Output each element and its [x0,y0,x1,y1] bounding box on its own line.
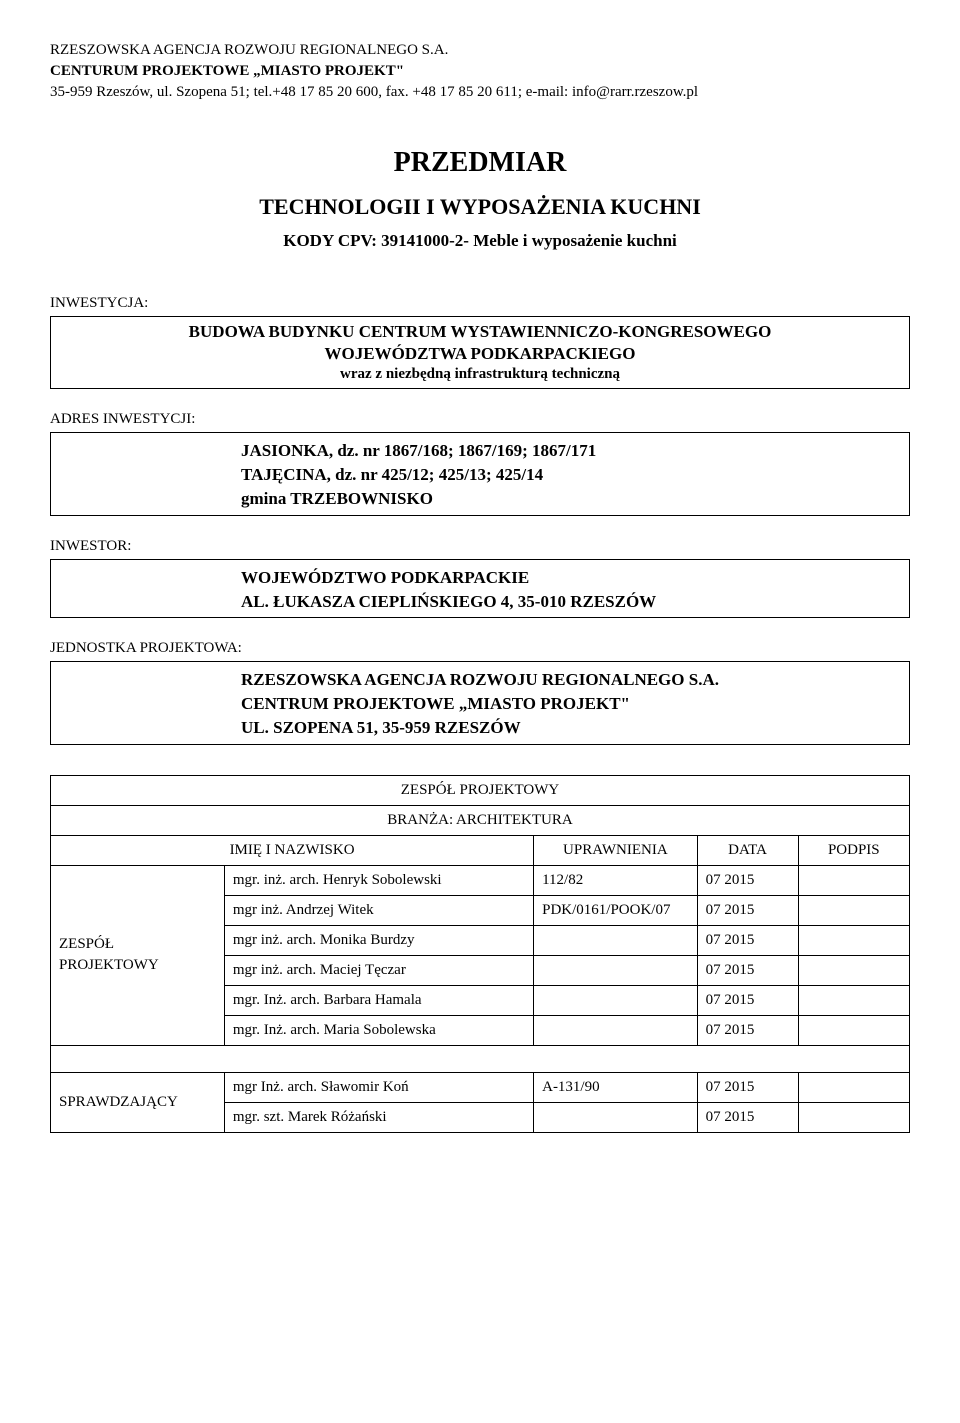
unit-line2: CENTRUM PROJEKTOWE „MIASTO PROJEKT" [241,692,899,716]
person-date: 07 2015 [697,955,798,985]
main-title: PRZEDMIAR [50,143,910,182]
address-box: JASIONKA, dz. nr 1867/168; 1867/169; 186… [50,432,910,515]
investment-box: BUDOWA BUDYNKU CENTRUM WYSTAWIENNICZO-KO… [50,316,910,390]
spacer-row [51,1045,910,1072]
header-name: IMIĘ I NAZWISKO [51,835,534,865]
investment-line2: WOJEWÓDZTWA PODKARPACKIEGO [61,343,899,365]
person-name: mgr. Inż. arch. Barbara Hamala [224,985,533,1015]
investor-box: WOJEWÓDZTWO PODKARPACKIE AL. ŁUKASZA CIE… [50,559,910,619]
person-credential [534,985,697,1015]
cpv-line: KODY CPV: 39141000-2- Meble i wyposażeni… [50,229,910,253]
header-center: CENTURUM PROJEKTOWE „MIASTO PROJEKT" [50,61,910,82]
person-name: mgr inż. arch. Monika Burdzy [224,925,533,955]
person-date: 07 2015 [697,1015,798,1045]
table-row: ZESPÓŁ PROJEKTOWYmgr. inż. arch. Henryk … [51,865,910,895]
group2-label: SPRAWDZAJĄCY [51,1072,225,1132]
header-signature: PODPIS [798,835,909,865]
person-name: mgr inż. arch. Maciej Tęczar [224,955,533,985]
person-signature [798,895,909,925]
person-signature [798,985,909,1015]
person-date: 07 2015 [697,895,798,925]
team-header-row: IMIĘ I NAZWISKO UPRAWNIENIA DATA PODPIS [51,835,910,865]
investor-line2: AL. ŁUKASZA CIEPLIŃSKIEGO 4, 35-010 RZES… [241,590,899,614]
group1-label: ZESPÓŁ PROJEKTOWY [51,865,225,1045]
header-org: RZESZOWSKA AGENCJA ROZWOJU REGIONALNEGO … [50,40,910,61]
person-credential [534,1102,697,1132]
sub-title: TECHNOLOGII I WYPOSAŻENIA KUCHNI [50,192,910,223]
team-title-1: ZESPÓŁ PROJEKTOWY [51,775,910,805]
team-title-2: BRANŻA: ARCHITEKTURA [51,805,910,835]
address-label: ADRES INWESTYCJI: [50,409,910,430]
investor-label: INWESTOR: [50,536,910,557]
header-date: DATA [697,835,798,865]
person-credential: PDK/0161/POOK/07 [534,895,697,925]
header-block: RZESZOWSKA AGENCJA ROZWOJU REGIONALNEGO … [50,40,910,103]
investment-label: INWESTYCJA: [50,293,910,314]
header-contact: 35-959 Rzeszów, ul. Szopena 51; tel.+48 … [50,82,910,103]
unit-label: JEDNOSTKA PROJEKTOWA: [50,638,910,659]
person-date: 07 2015 [697,865,798,895]
person-signature [798,1072,909,1102]
investment-line1: BUDOWA BUDYNKU CENTRUM WYSTAWIENNICZO-KO… [61,321,899,343]
person-credential [534,955,697,985]
person-name: mgr Inż. arch. Sławomir Koń [224,1072,533,1102]
person-date: 07 2015 [697,1072,798,1102]
person-credential: A-131/90 [534,1072,697,1102]
unit-line3: UL. SZOPENA 51, 35-959 RZESZÓW [241,716,899,740]
person-signature [798,1102,909,1132]
unit-box: RZESZOWSKA AGENCJA ROZWOJU REGIONALNEGO … [50,661,910,744]
investment-line3: wraz z niezbędną infrastrukturą technicz… [61,365,899,385]
person-signature [798,925,909,955]
investor-line1: WOJEWÓDZTWO PODKARPACKIE [241,566,899,590]
address-line1: JASIONKA, dz. nr 1867/168; 1867/169; 186… [241,439,899,463]
person-date: 07 2015 [697,925,798,955]
person-credential [534,925,697,955]
person-signature [798,955,909,985]
person-name: mgr. szt. Marek Różański [224,1102,533,1132]
person-credential: 112/82 [534,865,697,895]
person-signature [798,865,909,895]
person-signature [798,1015,909,1045]
person-credential [534,1015,697,1045]
person-date: 07 2015 [697,1102,798,1132]
person-name: mgr. inż. arch. Henryk Sobolewski [224,865,533,895]
unit-line1: RZESZOWSKA AGENCJA ROZWOJU REGIONALNEGO … [241,668,899,692]
person-date: 07 2015 [697,985,798,1015]
person-name: mgr inż. Andrzej Witek [224,895,533,925]
address-line2: TAJĘCINA, dz. nr 425/12; 425/13; 425/14 [241,463,899,487]
person-name: mgr. Inż. arch. Maria Sobolewska [224,1015,533,1045]
team-title-row-2: BRANŻA: ARCHITEKTURA [51,805,910,835]
header-cred: UPRAWNIENIA [534,835,697,865]
table-row: SPRAWDZAJĄCYmgr Inż. arch. Sławomir KońA… [51,1072,910,1102]
team-table: ZESPÓŁ PROJEKTOWY BRANŻA: ARCHITEKTURA I… [50,775,910,1133]
team-title-row-1: ZESPÓŁ PROJEKTOWY [51,775,910,805]
address-line3: gmina TRZEBOWNISKO [241,487,899,511]
